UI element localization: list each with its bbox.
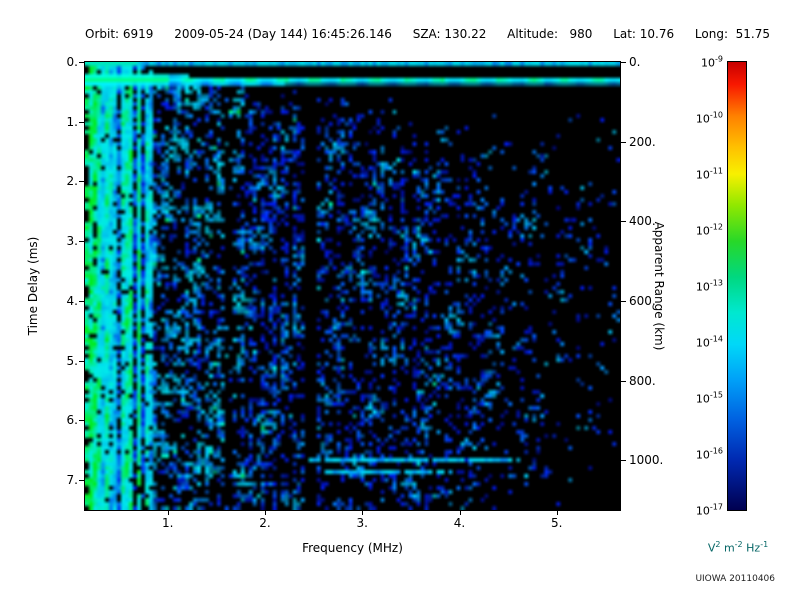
colorbar-tick-label: 10-16 (695, 446, 723, 462)
y-left-tick-label: 6. (66, 413, 78, 428)
y-right-tick-label: 200. (629, 134, 656, 149)
colorbar (727, 61, 747, 511)
spectrogram-plot (84, 61, 621, 511)
x-tick-mark (362, 511, 364, 515)
altitude-value: Altitude: 980 (507, 27, 593, 41)
colorbar-tick-label: 10-10 (695, 110, 723, 126)
colorbar-tick-label: 10-14 (695, 334, 723, 350)
longitude-value: Long: 51.75 (694, 27, 770, 41)
x-tick-label: 3. (356, 516, 368, 530)
y-left-tick-label: 1. (66, 114, 78, 129)
spectrogram-canvas (85, 62, 620, 510)
y-right-tick-mark (621, 300, 626, 302)
datetime-value: 2009-05-24 (Day 144) 16:45:26.146 (174, 27, 392, 41)
y-right-tick-mark (621, 380, 626, 382)
y-right-tick-mark (621, 62, 626, 63)
y-left-tick-label: 4. (66, 293, 78, 308)
colorbar-tick-label: 10-9 (701, 54, 723, 70)
sza-value: SZA: 130.22 (412, 27, 487, 41)
latitude-value: Lat: 10.76 (613, 27, 675, 41)
colorbar-tick-label: 10-12 (695, 222, 723, 238)
y-right-tick-mark (621, 141, 626, 143)
y-axis-title-right: Apparent Range (km) (652, 221, 666, 351)
x-axis-title: Frequency (MHz) (302, 541, 403, 555)
x-tick-mark (556, 511, 558, 515)
y-left-tick-label: 5. (66, 353, 78, 368)
y-left-tick-label: 3. (66, 234, 78, 249)
x-tick-label: 4. (453, 516, 466, 530)
x-tick-mark (459, 511, 461, 515)
colorbar-tick-label: 10-15 (695, 390, 723, 406)
y-right-tick-label: 1000. (629, 453, 664, 468)
x-tick-label: 5. (551, 516, 563, 530)
y-right-tick-mark (621, 221, 626, 223)
colorbar-tick-label: 10-11 (695, 166, 723, 182)
x-tick-label: 1. (161, 516, 174, 530)
y-left-tick-label: 0. (66, 55, 78, 69)
orbit-value: Orbit: 6919 (85, 27, 154, 41)
watermark: UIOWA 20110406 (695, 574, 775, 584)
y-right-tick-mark (621, 460, 626, 462)
header-info: Orbit: 6919 2009-05-24 (Day 144) 16:45:2… (85, 27, 770, 41)
y-axis-title-left: Time Delay (ms) (26, 236, 40, 336)
x-tick-mark (167, 511, 169, 515)
y-left-tick-label: 7. (66, 473, 78, 488)
colorbar-tick-label: 10-13 (695, 278, 723, 294)
x-tick-mark (264, 511, 266, 515)
colorbar-tick-label: 10-17 (695, 502, 723, 518)
colorbar-unit-label: V2 m-2 Hz-1 (707, 540, 769, 555)
x-tick-label: 2. (259, 516, 271, 530)
y-left-tick-label: 2. (66, 174, 78, 189)
y-right-tick-label: 0. (629, 55, 641, 69)
